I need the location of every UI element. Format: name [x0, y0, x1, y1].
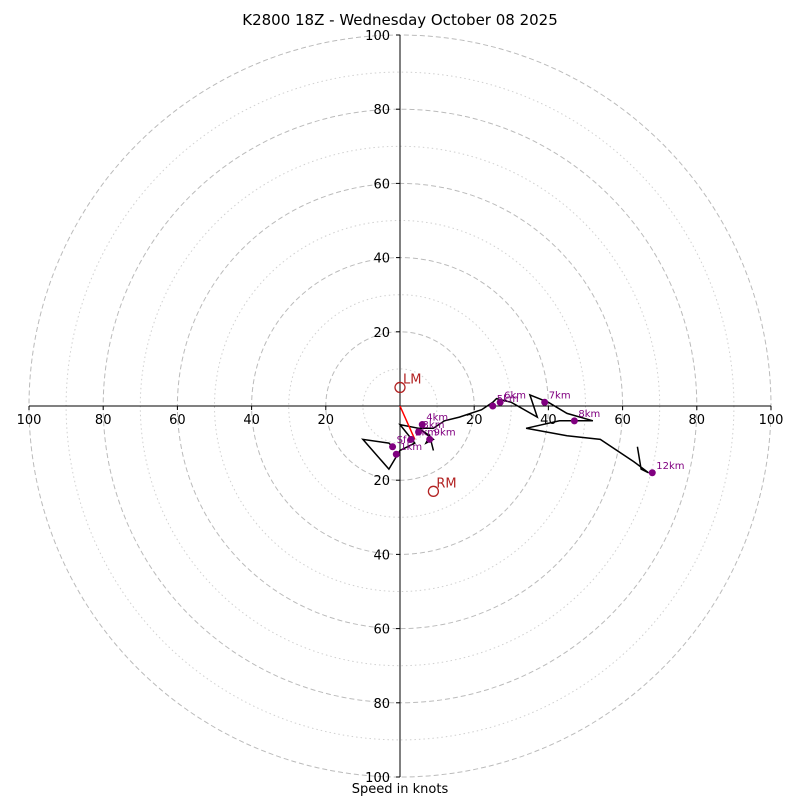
x-tick-label: 20: [466, 413, 483, 428]
height-marker: [389, 443, 397, 451]
height-marker-label: 9km: [434, 427, 456, 438]
x-tick-label: 40: [540, 413, 557, 428]
height-marker-label: 5km: [497, 394, 519, 405]
y-tick-label: 80: [373, 103, 390, 118]
height-marker-label: 6km: [504, 390, 526, 401]
x-tick-label: 100: [759, 413, 784, 428]
storm-motion-marker: [427, 485, 440, 497]
height-marker: [426, 435, 434, 443]
y-tick-label: 100: [365, 29, 390, 44]
height-marker-label: 8km: [578, 409, 600, 420]
height-marker: [392, 450, 400, 458]
x-tick-label: 20: [318, 413, 335, 428]
x-tick-label: 80: [95, 413, 112, 428]
height-marker: [407, 435, 415, 443]
y-tick-label: 60: [373, 623, 390, 638]
height-marker: [418, 421, 426, 429]
storm-motion-marker: [394, 381, 406, 394]
height-marker: [496, 398, 504, 406]
height-marker-label: 1km: [400, 442, 422, 453]
inflow-vector: [399, 405, 416, 440]
height-marker-label: 4km: [426, 413, 448, 424]
height-marker: [570, 417, 578, 425]
y-tick-label: 20: [373, 474, 390, 489]
height-marker: [415, 428, 423, 436]
y-tick-label: 40: [373, 252, 390, 267]
height-marker-label: 2km: [415, 427, 437, 438]
y-tick-label: 100: [365, 771, 390, 786]
hodograph-trace: [361, 393, 650, 474]
x-tick-label: 100: [17, 413, 42, 428]
y-tick-label: 60: [373, 177, 390, 192]
height-marker-label: Sfc: [397, 435, 412, 446]
height-marker: [648, 469, 656, 477]
height-marker-label: 3km: [423, 420, 445, 431]
y-tick-label: 80: [373, 697, 390, 712]
x-tick-label: 60: [169, 413, 186, 428]
height-marker-label: 7km: [549, 390, 571, 401]
x-tick-label: 40: [243, 413, 260, 428]
x-axis-label: Speed in knots: [351, 782, 449, 797]
x-tick-label: 80: [689, 413, 706, 428]
chart-title: K2800 18Z - Wednesday October 08 2025: [242, 11, 558, 29]
storm-motion-label: RM: [436, 476, 456, 491]
height-marker-label: 12km: [656, 461, 684, 472]
x-tick-label: 60: [614, 413, 631, 428]
y-tick-label: 40: [373, 548, 390, 563]
storm-motion-label: LM: [403, 372, 421, 387]
height-marker: [541, 398, 549, 406]
y-tick-label: 20: [373, 326, 390, 341]
height-marker: [489, 402, 497, 410]
